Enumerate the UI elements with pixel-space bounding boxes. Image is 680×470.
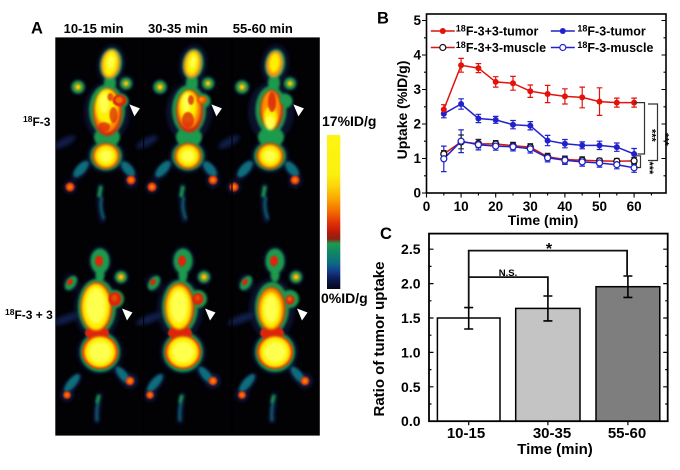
svg-text:10-15 min: 10-15 min bbox=[64, 21, 124, 36]
svg-text:40: 40 bbox=[557, 199, 572, 214]
svg-text:2.0: 2.0 bbox=[401, 276, 421, 292]
svg-text:50: 50 bbox=[592, 199, 607, 214]
svg-text:0%ID/g: 0%ID/g bbox=[321, 290, 368, 306]
svg-text:18F-3+3-muscle: 18F-3+3-muscle bbox=[456, 40, 546, 55]
svg-text:18F-3 + 3: 18F-3 + 3 bbox=[5, 307, 53, 322]
svg-text:30: 30 bbox=[523, 199, 538, 214]
svg-text:*: * bbox=[546, 241, 553, 258]
svg-text:55-60 min: 55-60 min bbox=[233, 21, 293, 36]
svg-text:20: 20 bbox=[488, 199, 503, 214]
svg-text:0.5: 0.5 bbox=[401, 379, 421, 395]
svg-text:1.0: 1.0 bbox=[401, 344, 421, 360]
svg-text:***: *** bbox=[659, 133, 671, 147]
svg-text:***: *** bbox=[643, 162, 655, 176]
svg-text:0: 0 bbox=[423, 199, 431, 214]
svg-text:60: 60 bbox=[627, 199, 642, 214]
svg-text:***: *** bbox=[646, 129, 658, 143]
svg-text:C: C bbox=[380, 225, 392, 243]
svg-text:N.S.: N.S. bbox=[499, 268, 517, 279]
svg-text:Ratio of tumor uptake: Ratio of tumor uptake bbox=[371, 261, 388, 416]
svg-text:10-15: 10-15 bbox=[447, 425, 485, 442]
svg-text:0: 0 bbox=[413, 186, 421, 201]
svg-text:Time (min): Time (min) bbox=[508, 212, 579, 228]
svg-text:Time (min): Time (min) bbox=[517, 441, 593, 458]
svg-text:18F-3+3-tumor: 18F-3+3-tumor bbox=[456, 24, 539, 39]
svg-text:2.5: 2.5 bbox=[401, 241, 421, 257]
svg-text:B: B bbox=[377, 10, 389, 28]
svg-text:18F-3-tumor: 18F-3-tumor bbox=[577, 24, 645, 39]
svg-text:2: 2 bbox=[413, 117, 421, 132]
svg-text:5: 5 bbox=[413, 13, 421, 28]
svg-text:Uptake (%ID/g): Uptake (%ID/g) bbox=[394, 61, 410, 160]
svg-text:0.0: 0.0 bbox=[401, 413, 421, 429]
svg-text:1.5: 1.5 bbox=[401, 310, 421, 326]
svg-text:18F-3: 18F-3 bbox=[23, 114, 51, 129]
svg-text:30-35 min: 30-35 min bbox=[148, 21, 208, 36]
svg-text:10: 10 bbox=[454, 199, 469, 214]
svg-text:18F-3-muscle: 18F-3-muscle bbox=[577, 40, 653, 55]
svg-text:A: A bbox=[31, 20, 43, 38]
svg-text:17%ID/g: 17%ID/g bbox=[322, 113, 376, 129]
svg-text:1: 1 bbox=[413, 151, 421, 166]
svg-text:30-35: 30-35 bbox=[533, 425, 571, 442]
svg-text:55-60: 55-60 bbox=[608, 425, 646, 442]
svg-text:3: 3 bbox=[413, 82, 421, 97]
svg-text:4: 4 bbox=[413, 48, 421, 63]
